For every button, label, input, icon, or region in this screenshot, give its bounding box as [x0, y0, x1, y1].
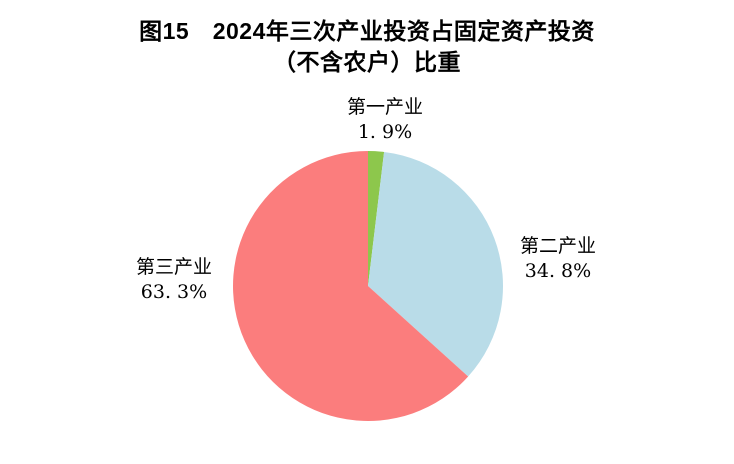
slice-label-secondary-industry: 第二产业 34. 8% — [520, 234, 596, 284]
pie-slice-第二产业 — [368, 151, 504, 377]
slice-name: 第三产业 — [135, 256, 213, 278]
slice-name: 第一产业 — [346, 96, 424, 118]
slice-percentage: 1. 9% — [357, 121, 413, 143]
chart-title: 图15 2024年三次产业投资占固定资产投资 （不含农户）比重 — [139, 18, 595, 75]
slice-percentage: 34. 8% — [524, 260, 592, 282]
slice-label-tertiary-industry: 第三产业 63. 3% — [136, 255, 212, 305]
slice-label-primary-industry: 第一产业 1. 9% — [347, 95, 423, 145]
pie-slice-第一产业 — [368, 151, 385, 286]
slice-name: 第二产业 — [519, 235, 597, 257]
pie-slice-第三产业 — [233, 151, 469, 422]
slice-percentage: 63. 3% — [140, 281, 208, 303]
